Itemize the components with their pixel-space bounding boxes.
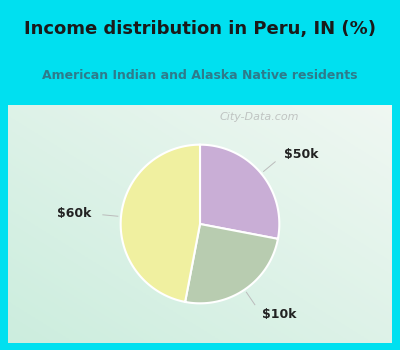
Text: $60k: $60k [57, 207, 91, 220]
Polygon shape [121, 145, 200, 302]
Text: $50k: $50k [284, 148, 319, 161]
Text: $10k: $10k [262, 308, 296, 321]
Polygon shape [200, 145, 279, 239]
Text: City-Data.com: City-Data.com [220, 112, 299, 122]
Text: American Indian and Alaska Native residents: American Indian and Alaska Native reside… [42, 69, 358, 82]
Text: Income distribution in Peru, IN (%): Income distribution in Peru, IN (%) [24, 20, 376, 38]
Polygon shape [185, 224, 278, 303]
